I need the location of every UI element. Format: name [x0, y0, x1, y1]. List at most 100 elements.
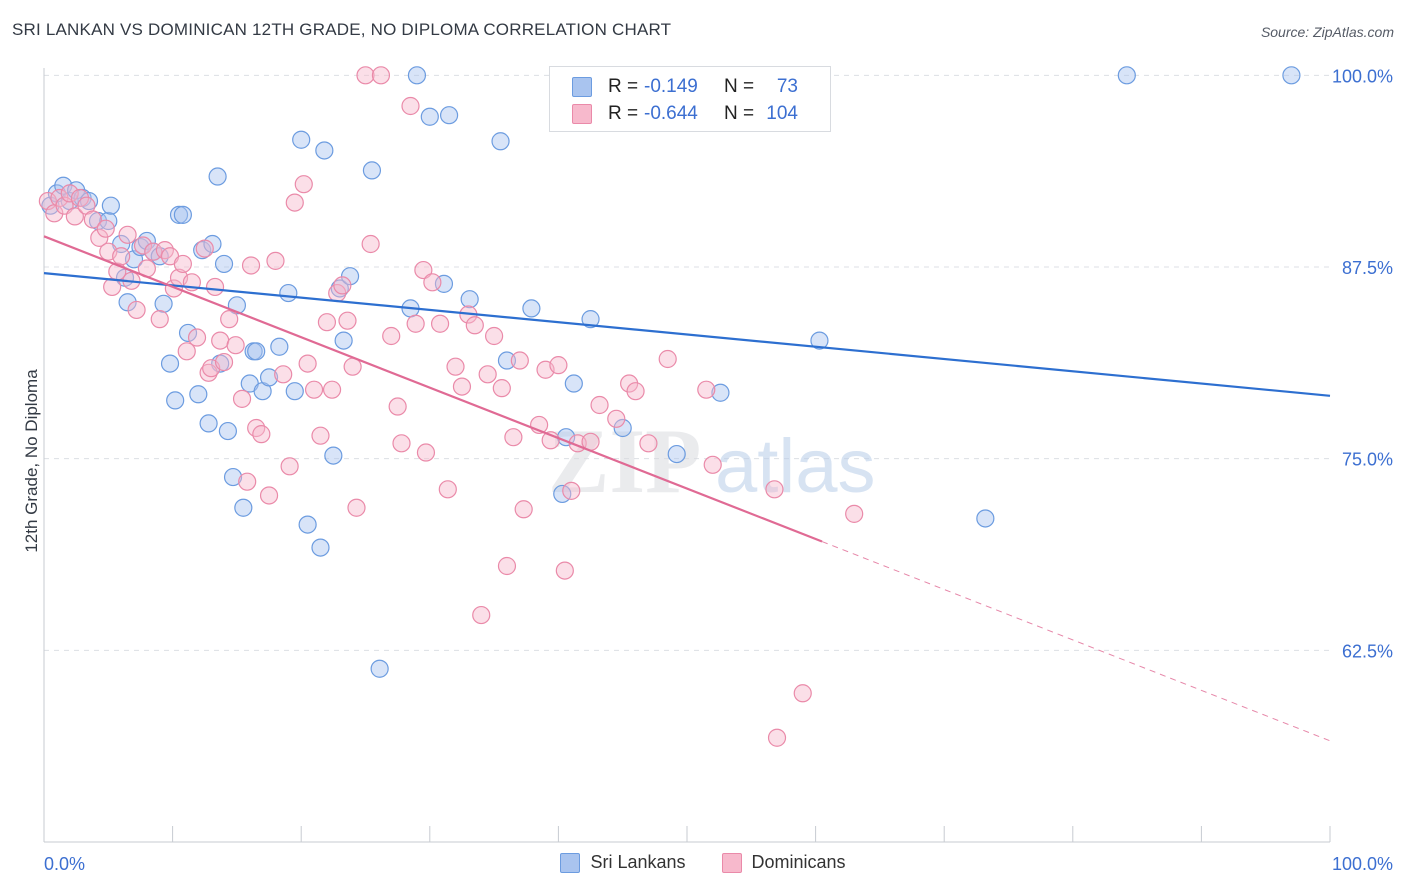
- n-value: 104: [766, 103, 798, 124]
- dominican-point: [472, 605, 491, 625]
- dominican-point: [562, 481, 581, 500]
- dominican-point: [626, 382, 645, 401]
- dominican-point: [238, 472, 257, 491]
- dominican-trend-line-extension: [821, 541, 1331, 742]
- dominican-point: [195, 239, 214, 258]
- dominican-point: [338, 311, 357, 330]
- sri-lankan-point: [160, 354, 180, 373]
- sri-lankan-point: [208, 167, 227, 186]
- legend-label: Dominicans: [751, 852, 846, 872]
- dominican-point: [285, 193, 304, 212]
- sri-lankan-point: [178, 323, 198, 343]
- r-value: -0.644: [644, 103, 698, 124]
- legend-item-dominicans[interactable]: Dominicans: [721, 852, 846, 873]
- dominican-point: [187, 328, 207, 347]
- r-value: -0.149: [644, 76, 698, 97]
- dominican-point: [177, 342, 196, 361]
- watermark-zip: ZIP: [548, 410, 701, 512]
- sri-lankan-point: [581, 310, 600, 329]
- n-label: N =: [724, 103, 755, 124]
- sri-lankans-swatch: [560, 852, 581, 873]
- dominican-point: [590, 395, 609, 415]
- sri-lankan-point: [101, 196, 120, 215]
- dominican-point: [150, 310, 169, 329]
- dominicans-swatch: [721, 852, 742, 873]
- dominican-point: [697, 380, 716, 399]
- y-tick-label: 75.0%: [1342, 450, 1393, 470]
- y-axis-title: 12th Grade, No Diploma: [22, 369, 41, 553]
- dominican-point: [274, 365, 293, 384]
- sri-lankan-point: [334, 331, 353, 350]
- sri-lankan-point: [169, 205, 189, 224]
- sri-lankan-point: [270, 337, 289, 356]
- sri-lankan-point: [259, 368, 279, 387]
- dominican-point: [133, 236, 153, 255]
- sri-lankan-point: [311, 538, 330, 557]
- sri-lankan-point: [223, 467, 243, 487]
- sri-lankan-point: [564, 374, 583, 393]
- dominican-point: [416, 443, 436, 462]
- dominican-trend-line: [43, 235, 823, 543]
- sri-lankans-swatch: [572, 77, 592, 97]
- sri-lankan-point: [285, 382, 304, 401]
- dominican-point: [280, 457, 299, 476]
- sri-lankan-point: [166, 391, 185, 410]
- dominican-point: [333, 276, 352, 295]
- dominican-point: [317, 313, 337, 332]
- y-tick-label: 62.5%: [1342, 641, 1393, 661]
- sri-lankan-point: [460, 290, 479, 309]
- sri-lankan-point: [189, 385, 208, 404]
- dominican-point: [205, 277, 225, 297]
- dominican-point: [485, 326, 504, 346]
- dominican-point: [388, 397, 407, 416]
- y-tick-label: 87.5%: [1342, 258, 1393, 278]
- dominican-point: [607, 409, 626, 428]
- dominican-point: [294, 175, 313, 194]
- dominican-point: [504, 428, 523, 447]
- sri-lankan-point: [497, 351, 517, 370]
- x-tick-label: 0.0%: [44, 854, 85, 874]
- sri-lankan-point: [173, 205, 192, 224]
- sri-lankan-point: [491, 132, 510, 151]
- dominican-point: [226, 336, 245, 355]
- dominican-point: [371, 66, 391, 85]
- dominican-point: [555, 561, 574, 580]
- sri-lankan-point: [315, 141, 334, 160]
- dominican-point: [703, 455, 722, 474]
- dominican-point: [211, 331, 230, 350]
- n-value: 73: [776, 76, 798, 97]
- dominican-point: [259, 486, 279, 505]
- dominican-point: [118, 225, 137, 244]
- n-label: N =: [724, 76, 755, 97]
- dominican-point: [478, 365, 497, 384]
- dominican-point: [793, 684, 812, 703]
- dominican-point: [347, 498, 366, 517]
- dominican-point: [361, 234, 380, 254]
- dominican-point: [497, 556, 517, 576]
- sri-lankan-point: [439, 106, 459, 125]
- dominican-point: [658, 349, 677, 369]
- dominican-point: [60, 184, 79, 203]
- stats-legend: R = -0.149 N = 73 R = -0.644 N = 104: [549, 66, 831, 132]
- sri-lankan-point: [711, 383, 730, 402]
- dominican-point: [83, 210, 102, 229]
- dominican-point: [414, 260, 433, 280]
- dominican-point: [241, 256, 261, 275]
- dominican-point: [382, 326, 401, 346]
- dominican-point: [767, 728, 787, 747]
- chart-title: SRI LANKAN VS DOMINICAN 12TH GRADE, NO D…: [12, 20, 672, 39]
- dominican-point: [765, 480, 784, 499]
- legend-row-dominicans: R = -0.644 N = 104: [572, 102, 798, 126]
- dominican-point: [173, 254, 192, 274]
- dominican-point: [446, 357, 465, 376]
- dominican-point: [406, 314, 425, 333]
- series-legend: Sri Lankans Dominicans: [0, 852, 1406, 873]
- legend-item-sri-lankans[interactable]: Sri Lankans: [560, 852, 686, 873]
- dominican-point: [423, 273, 442, 292]
- sri-lankan-point: [976, 509, 995, 528]
- dominican-point: [220, 310, 239, 329]
- sri-lankan-point: [292, 130, 311, 149]
- source-credit: Source: ZipAtlas.com: [1260, 24, 1394, 40]
- legend-row-sri-lankans: R = -0.149 N = 73: [572, 75, 798, 99]
